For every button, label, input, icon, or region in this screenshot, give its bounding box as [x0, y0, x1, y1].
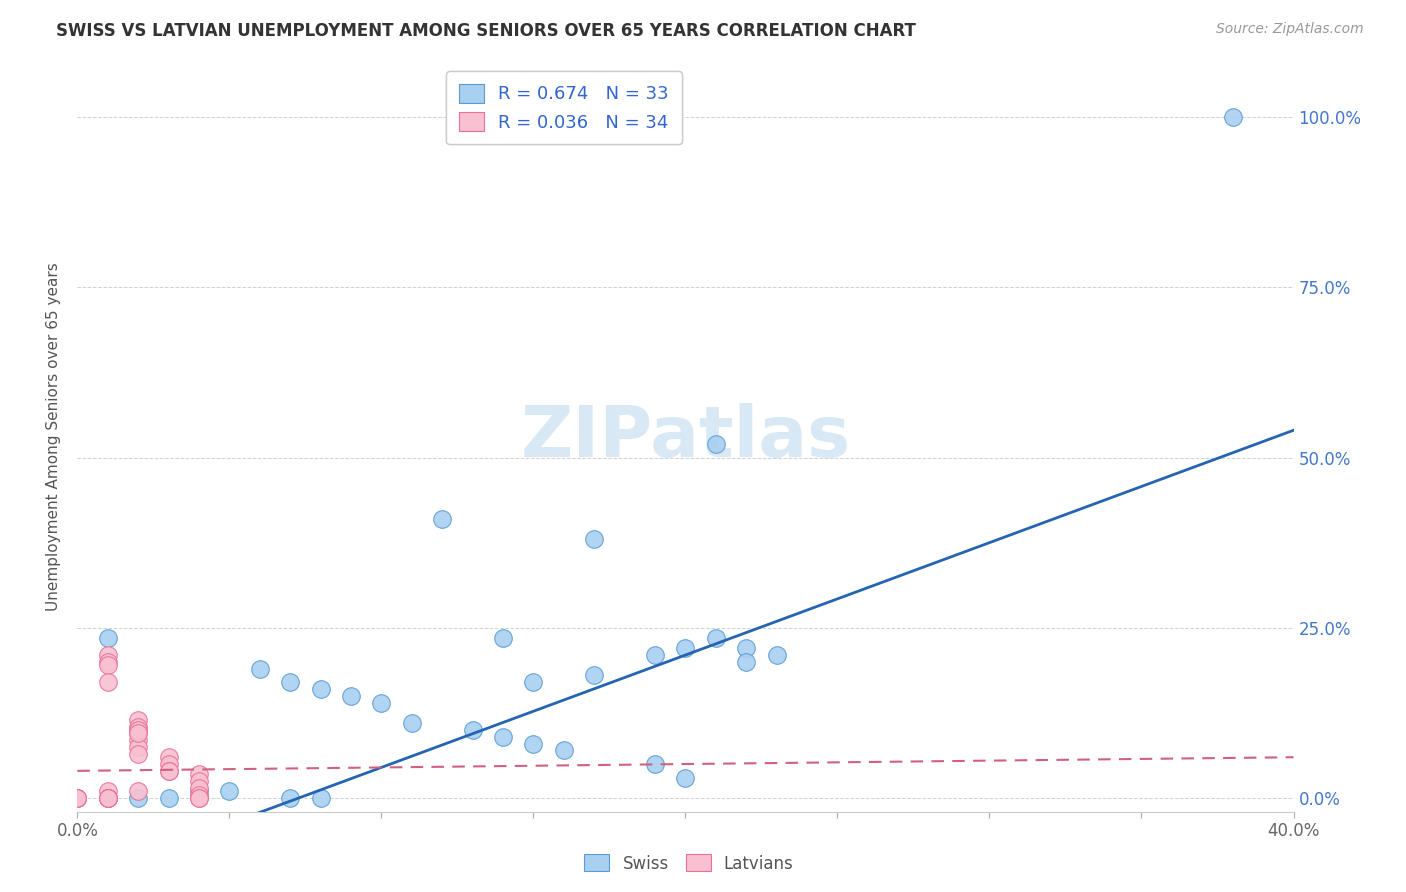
Point [188, 788, 211, 802]
Legend: Swiss, Latvians: Swiss, Latvians [578, 847, 800, 880]
Legend: R = 0.674   N = 33, R = 0.036   N = 34: R = 0.674 N = 33, R = 0.036 N = 34 [446, 71, 682, 145]
Point [522, 675, 544, 690]
Point [127, 726, 149, 740]
Point [278, 675, 301, 690]
Point [127, 733, 149, 747]
Text: ZIPatlas: ZIPatlas [520, 402, 851, 472]
Point [218, 784, 240, 798]
Point [97, 784, 120, 798]
Point [644, 757, 666, 772]
Point [66, 791, 89, 805]
Point [157, 757, 180, 772]
Point [127, 747, 149, 761]
Point [157, 791, 180, 805]
Text: SWISS VS LATVIAN UNEMPLOYMENT AMONG SENIORS OVER 65 YEARS CORRELATION CHART: SWISS VS LATVIAN UNEMPLOYMENT AMONG SENI… [56, 22, 917, 40]
Point [66, 791, 89, 805]
Point [735, 655, 758, 669]
Point [127, 726, 149, 740]
Point [188, 774, 211, 789]
Point [157, 764, 180, 778]
Point [461, 723, 484, 737]
Point [188, 791, 211, 805]
Point [66, 791, 89, 805]
Point [97, 655, 120, 669]
Point [66, 791, 89, 805]
Point [432, 512, 454, 526]
Point [97, 791, 120, 805]
Point [127, 784, 149, 798]
Y-axis label: Unemployment Among Seniors over 65 years: Unemployment Among Seniors over 65 years [46, 263, 62, 611]
Point [97, 675, 120, 690]
Point [97, 791, 120, 805]
Point [309, 791, 332, 805]
Point [127, 723, 149, 737]
Point [522, 737, 544, 751]
Point [735, 641, 758, 656]
Point [157, 764, 180, 778]
Point [97, 631, 120, 645]
Point [370, 696, 392, 710]
Point [675, 641, 697, 656]
Point [97, 791, 120, 805]
Point [188, 791, 211, 805]
Point [492, 730, 515, 744]
Point [127, 791, 149, 805]
Point [644, 648, 666, 662]
Point [553, 743, 575, 757]
Point [127, 713, 149, 727]
Point [583, 533, 606, 547]
Point [97, 791, 120, 805]
Point [127, 739, 149, 754]
Point [127, 720, 149, 734]
Point [401, 716, 423, 731]
Point [583, 668, 606, 682]
Point [340, 689, 363, 703]
Point [97, 648, 120, 662]
Point [1222, 110, 1244, 124]
Text: Source: ZipAtlas.com: Source: ZipAtlas.com [1216, 22, 1364, 37]
Point [188, 784, 211, 798]
Point [188, 767, 211, 781]
Point [278, 791, 301, 805]
Point [249, 662, 271, 676]
Point [704, 631, 727, 645]
Point [765, 648, 787, 662]
Point [66, 791, 89, 805]
Point [97, 791, 120, 805]
Point [97, 791, 120, 805]
Point [157, 750, 180, 764]
Point [97, 658, 120, 673]
Point [188, 780, 211, 795]
Point [492, 631, 515, 645]
Point [309, 682, 332, 697]
Point [704, 437, 727, 451]
Point [675, 771, 697, 785]
